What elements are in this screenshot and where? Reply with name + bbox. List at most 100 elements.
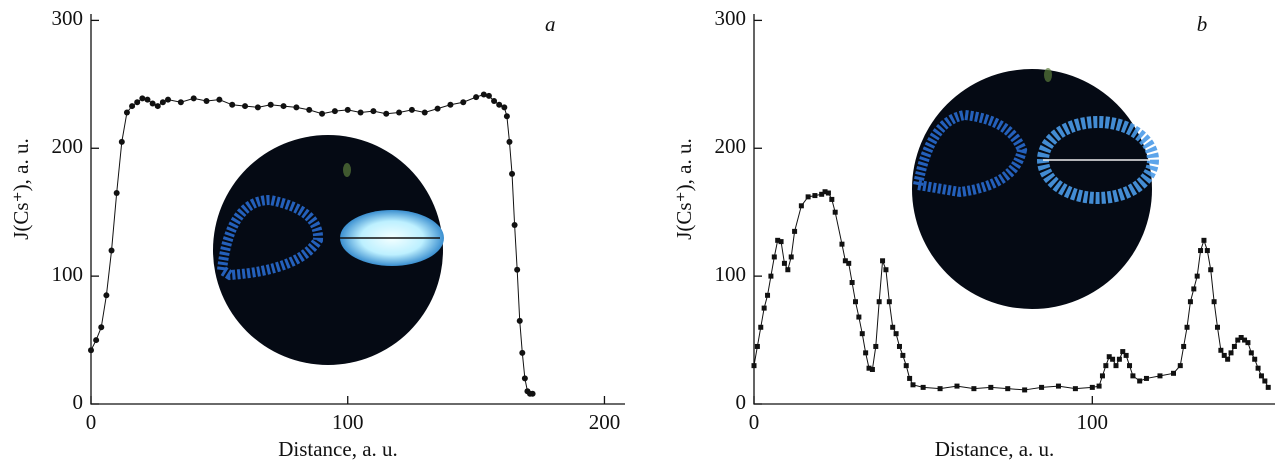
marker <box>1204 248 1210 254</box>
marker <box>1252 356 1258 362</box>
marker <box>771 254 777 260</box>
marker <box>408 106 415 113</box>
marker <box>903 363 909 369</box>
marker <box>971 386 977 392</box>
marker <box>1248 350 1254 356</box>
marker <box>1221 352 1227 358</box>
marker <box>758 324 764 330</box>
marker <box>1211 299 1217 305</box>
marker <box>434 105 441 112</box>
marker <box>785 267 791 273</box>
marker <box>1123 352 1129 358</box>
marker <box>460 99 467 106</box>
marker <box>480 91 487 98</box>
marker <box>856 314 862 320</box>
marker <box>521 375 528 382</box>
panel-label: b <box>1197 12 1208 36</box>
marker <box>514 266 521 273</box>
marker <box>319 110 326 117</box>
marker <box>1181 343 1187 349</box>
x-tick-label: 100 <box>1077 410 1109 434</box>
marker <box>1225 356 1231 362</box>
inset-image-a <box>213 135 444 365</box>
marker <box>900 352 906 358</box>
marker <box>1137 378 1143 384</box>
marker <box>1255 365 1261 371</box>
marker <box>203 97 210 104</box>
marker <box>118 138 125 145</box>
marker <box>792 228 798 234</box>
marker <box>781 260 787 266</box>
panel: 0 100 200 300 0 100 Distance, a. u. J(Cs⁺), a. … <box>672 6 1275 461</box>
marker <box>1262 378 1268 384</box>
marker <box>1039 384 1045 390</box>
marker <box>280 103 287 110</box>
marker <box>812 193 818 199</box>
inset-image-b <box>912 68 1159 309</box>
x-axis-label: Distance, a. u. <box>278 437 398 461</box>
marker <box>920 384 926 390</box>
marker <box>144 96 151 103</box>
marker <box>896 343 902 349</box>
marker <box>768 273 774 279</box>
marker <box>177 99 184 106</box>
marker <box>396 109 403 116</box>
marker <box>293 104 300 111</box>
marker <box>357 109 364 116</box>
marker <box>123 109 130 116</box>
marker <box>798 203 804 209</box>
marker <box>98 324 105 331</box>
marker <box>825 190 831 196</box>
marker <box>1127 363 1133 369</box>
marker <box>1191 286 1197 292</box>
marker <box>866 365 872 371</box>
marker <box>506 138 513 145</box>
y-tick-label: 200 <box>715 134 747 158</box>
marker <box>778 239 784 245</box>
marker <box>1106 354 1112 360</box>
marker <box>1201 237 1207 243</box>
marker <box>421 109 428 116</box>
x-tick-label: 200 <box>589 410 621 434</box>
marker <box>154 103 161 110</box>
marker <box>859 331 865 337</box>
marker <box>529 390 536 397</box>
marker <box>229 101 236 108</box>
marker <box>910 382 916 388</box>
marker <box>1143 375 1149 381</box>
marker <box>134 99 141 106</box>
marker <box>149 100 156 107</box>
marker <box>788 254 794 260</box>
marker <box>1055 383 1061 389</box>
marker <box>842 258 848 264</box>
panel: 0 100 200 300 0 100 200 Distance, a. u. J(Cs⁺), … <box>9 6 625 461</box>
marker <box>886 299 892 305</box>
marker <box>1171 370 1177 376</box>
marker <box>832 209 838 215</box>
marker <box>165 96 172 103</box>
marker <box>988 384 994 390</box>
marker <box>331 108 338 115</box>
marker <box>1099 373 1105 379</box>
marker <box>1103 363 1109 369</box>
marker <box>846 260 852 266</box>
y-axis-label: J(Cs⁺), a. u. <box>9 138 33 240</box>
x-tick-label: 100 <box>332 410 364 434</box>
marker <box>113 190 120 197</box>
marker <box>819 191 825 197</box>
marker <box>267 101 274 108</box>
marker <box>775 237 781 243</box>
marker <box>485 92 492 99</box>
y-tick-label: 300 <box>52 6 84 30</box>
marker <box>1184 324 1190 330</box>
marker <box>1177 363 1183 369</box>
marker <box>139 95 146 102</box>
marker <box>873 343 879 349</box>
marker <box>805 194 811 200</box>
marker <box>344 106 351 113</box>
marker <box>103 292 110 299</box>
marker <box>907 375 913 381</box>
marker <box>129 103 136 110</box>
marker <box>893 331 899 337</box>
